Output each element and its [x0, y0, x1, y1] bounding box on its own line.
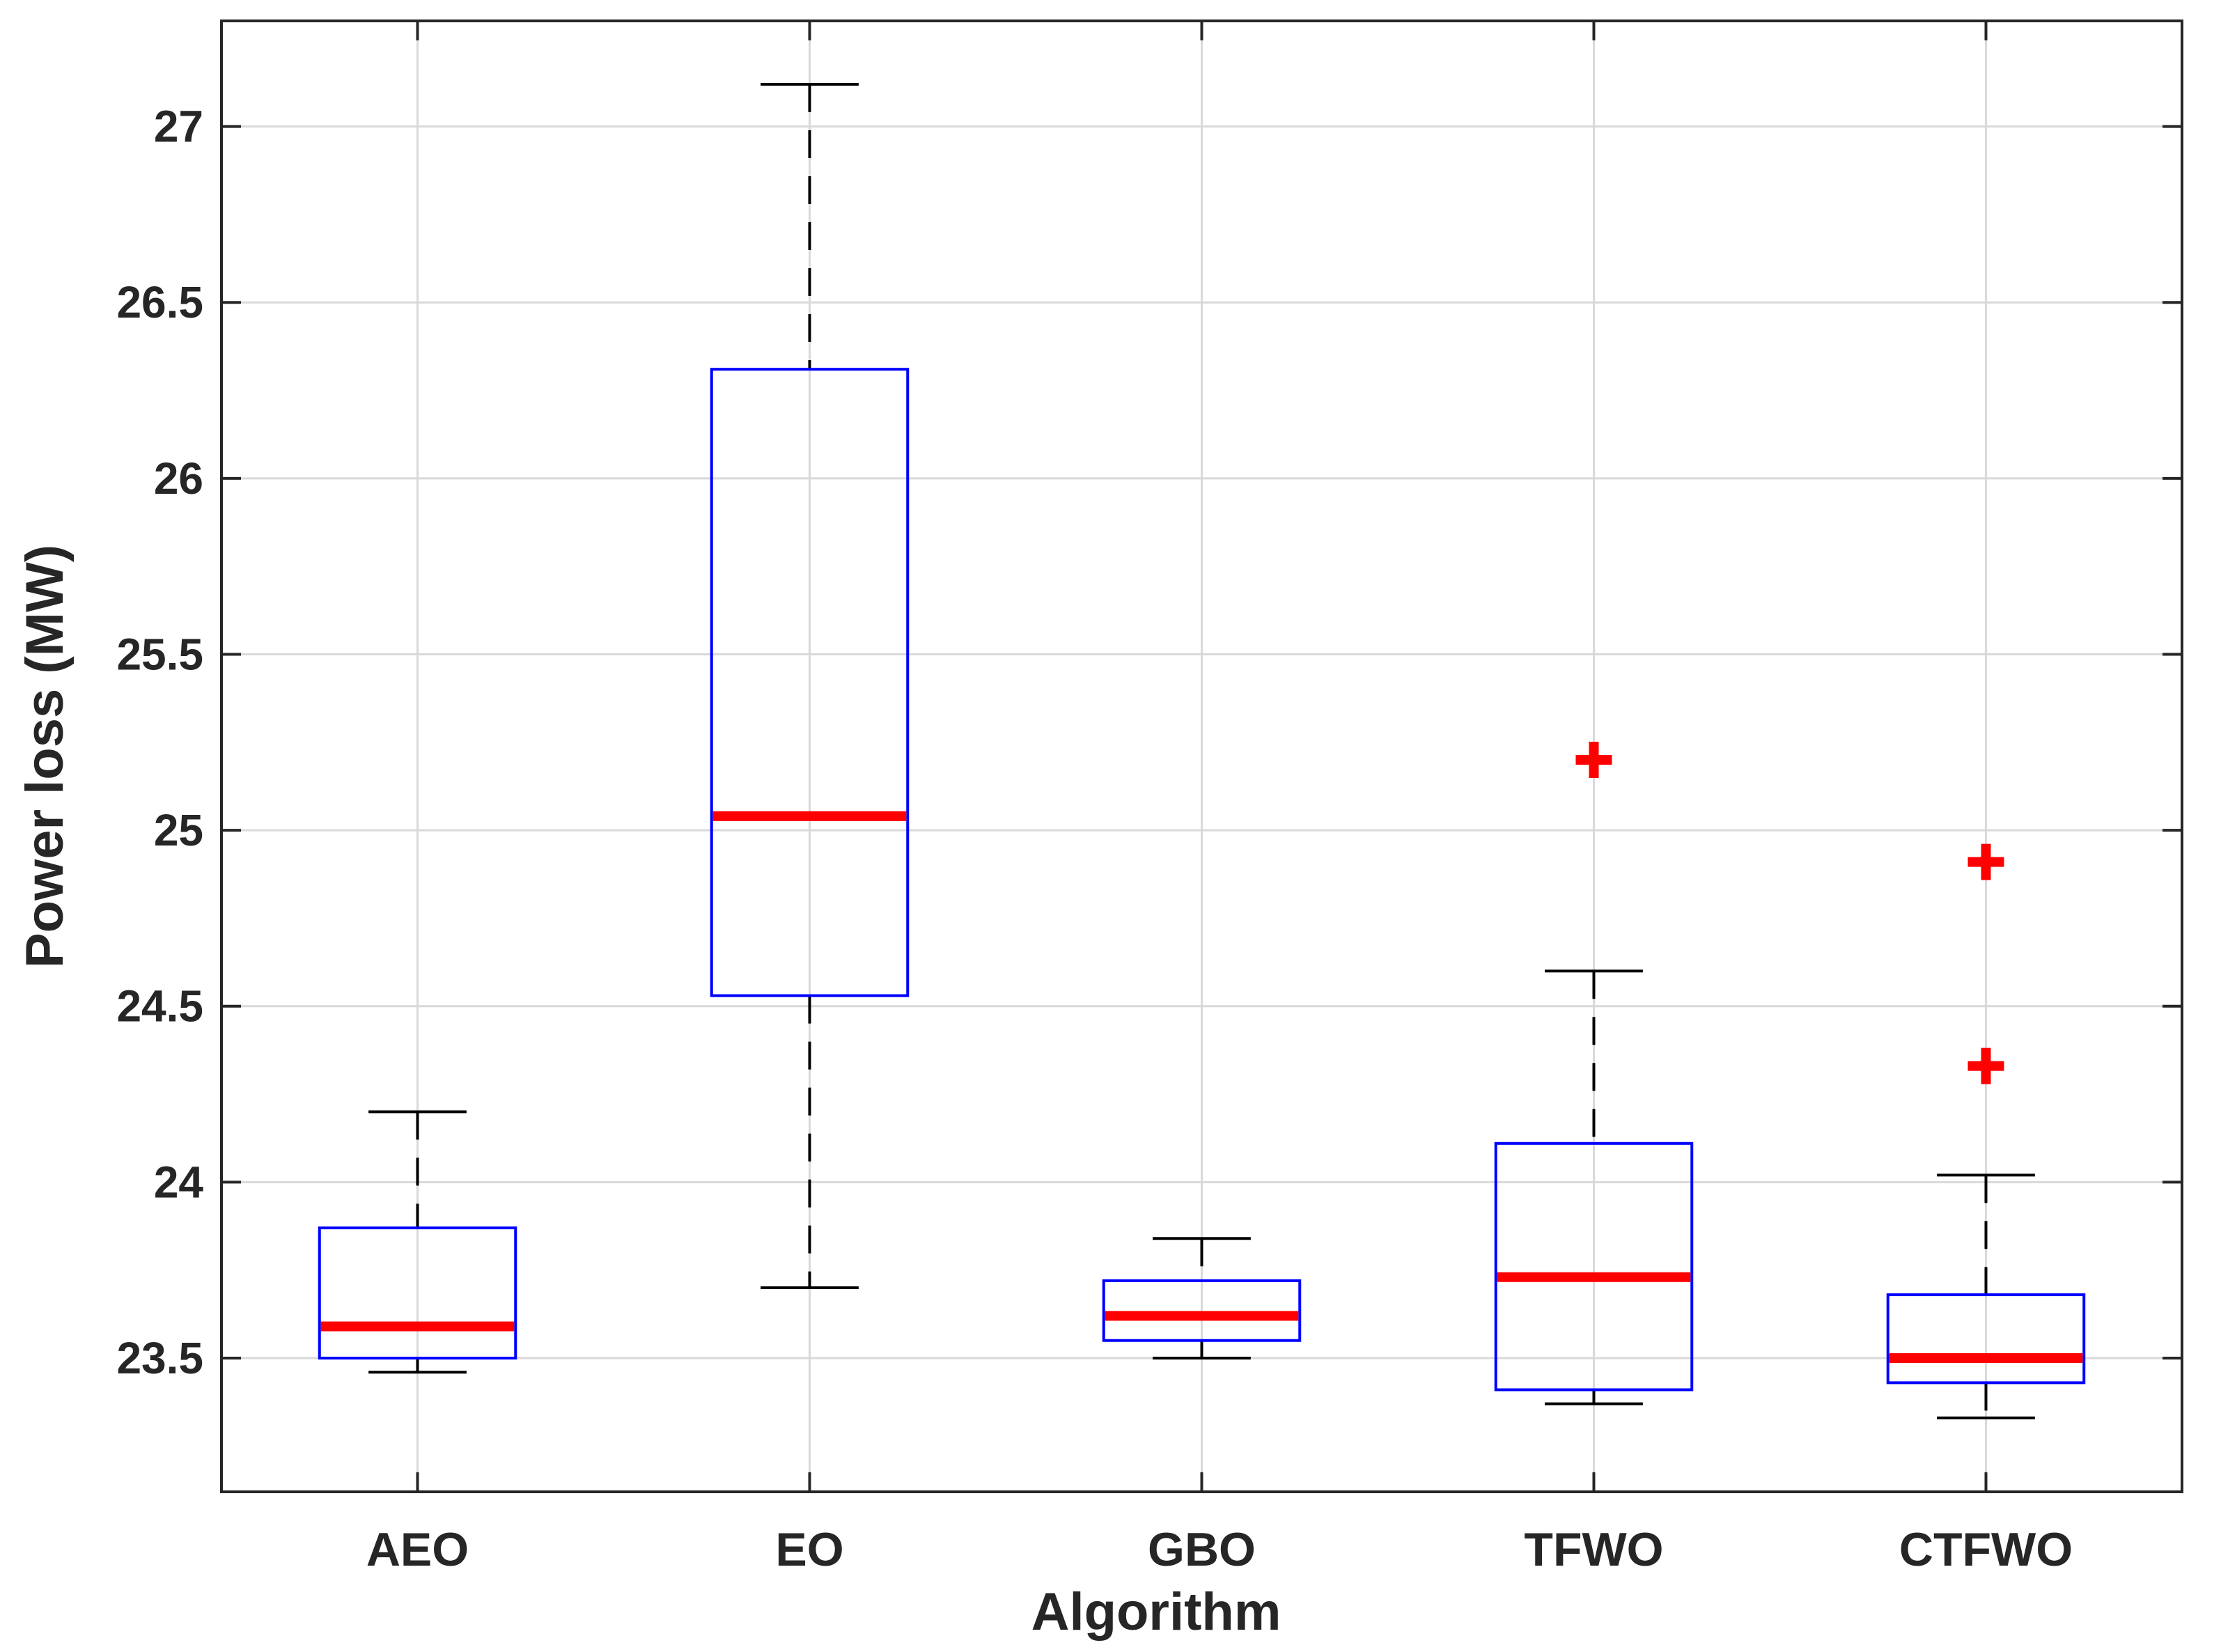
x-axis-label: Algorithm: [1031, 1582, 1281, 1642]
y-tick-label: 24.5: [116, 981, 203, 1031]
category-label: AEO: [366, 1523, 469, 1576]
category-label: GBO: [1148, 1523, 1256, 1576]
y-axis-label: Power loss (MW): [15, 545, 75, 968]
y-tick-label: 25: [154, 805, 203, 855]
y-tick-label: 24: [154, 1157, 204, 1207]
boxplot-chart: 23.5 24 24.5 25 25.5 26 26.5 27 AEO EO GBO TFWO CTFW…: [0, 0, 2221, 1652]
category-label: TFWO: [1524, 1523, 1663, 1576]
category-label: CTFWO: [1899, 1523, 2073, 1576]
y-tick-label: 26: [154, 453, 203, 504]
y-tick-label: 26.5: [116, 277, 203, 327]
category-label: EO: [775, 1523, 843, 1576]
y-tick-label: 23.5: [116, 1333, 203, 1383]
y-tick-label: 27: [154, 102, 203, 152]
y-tick-label: 25.5: [116, 629, 203, 679]
